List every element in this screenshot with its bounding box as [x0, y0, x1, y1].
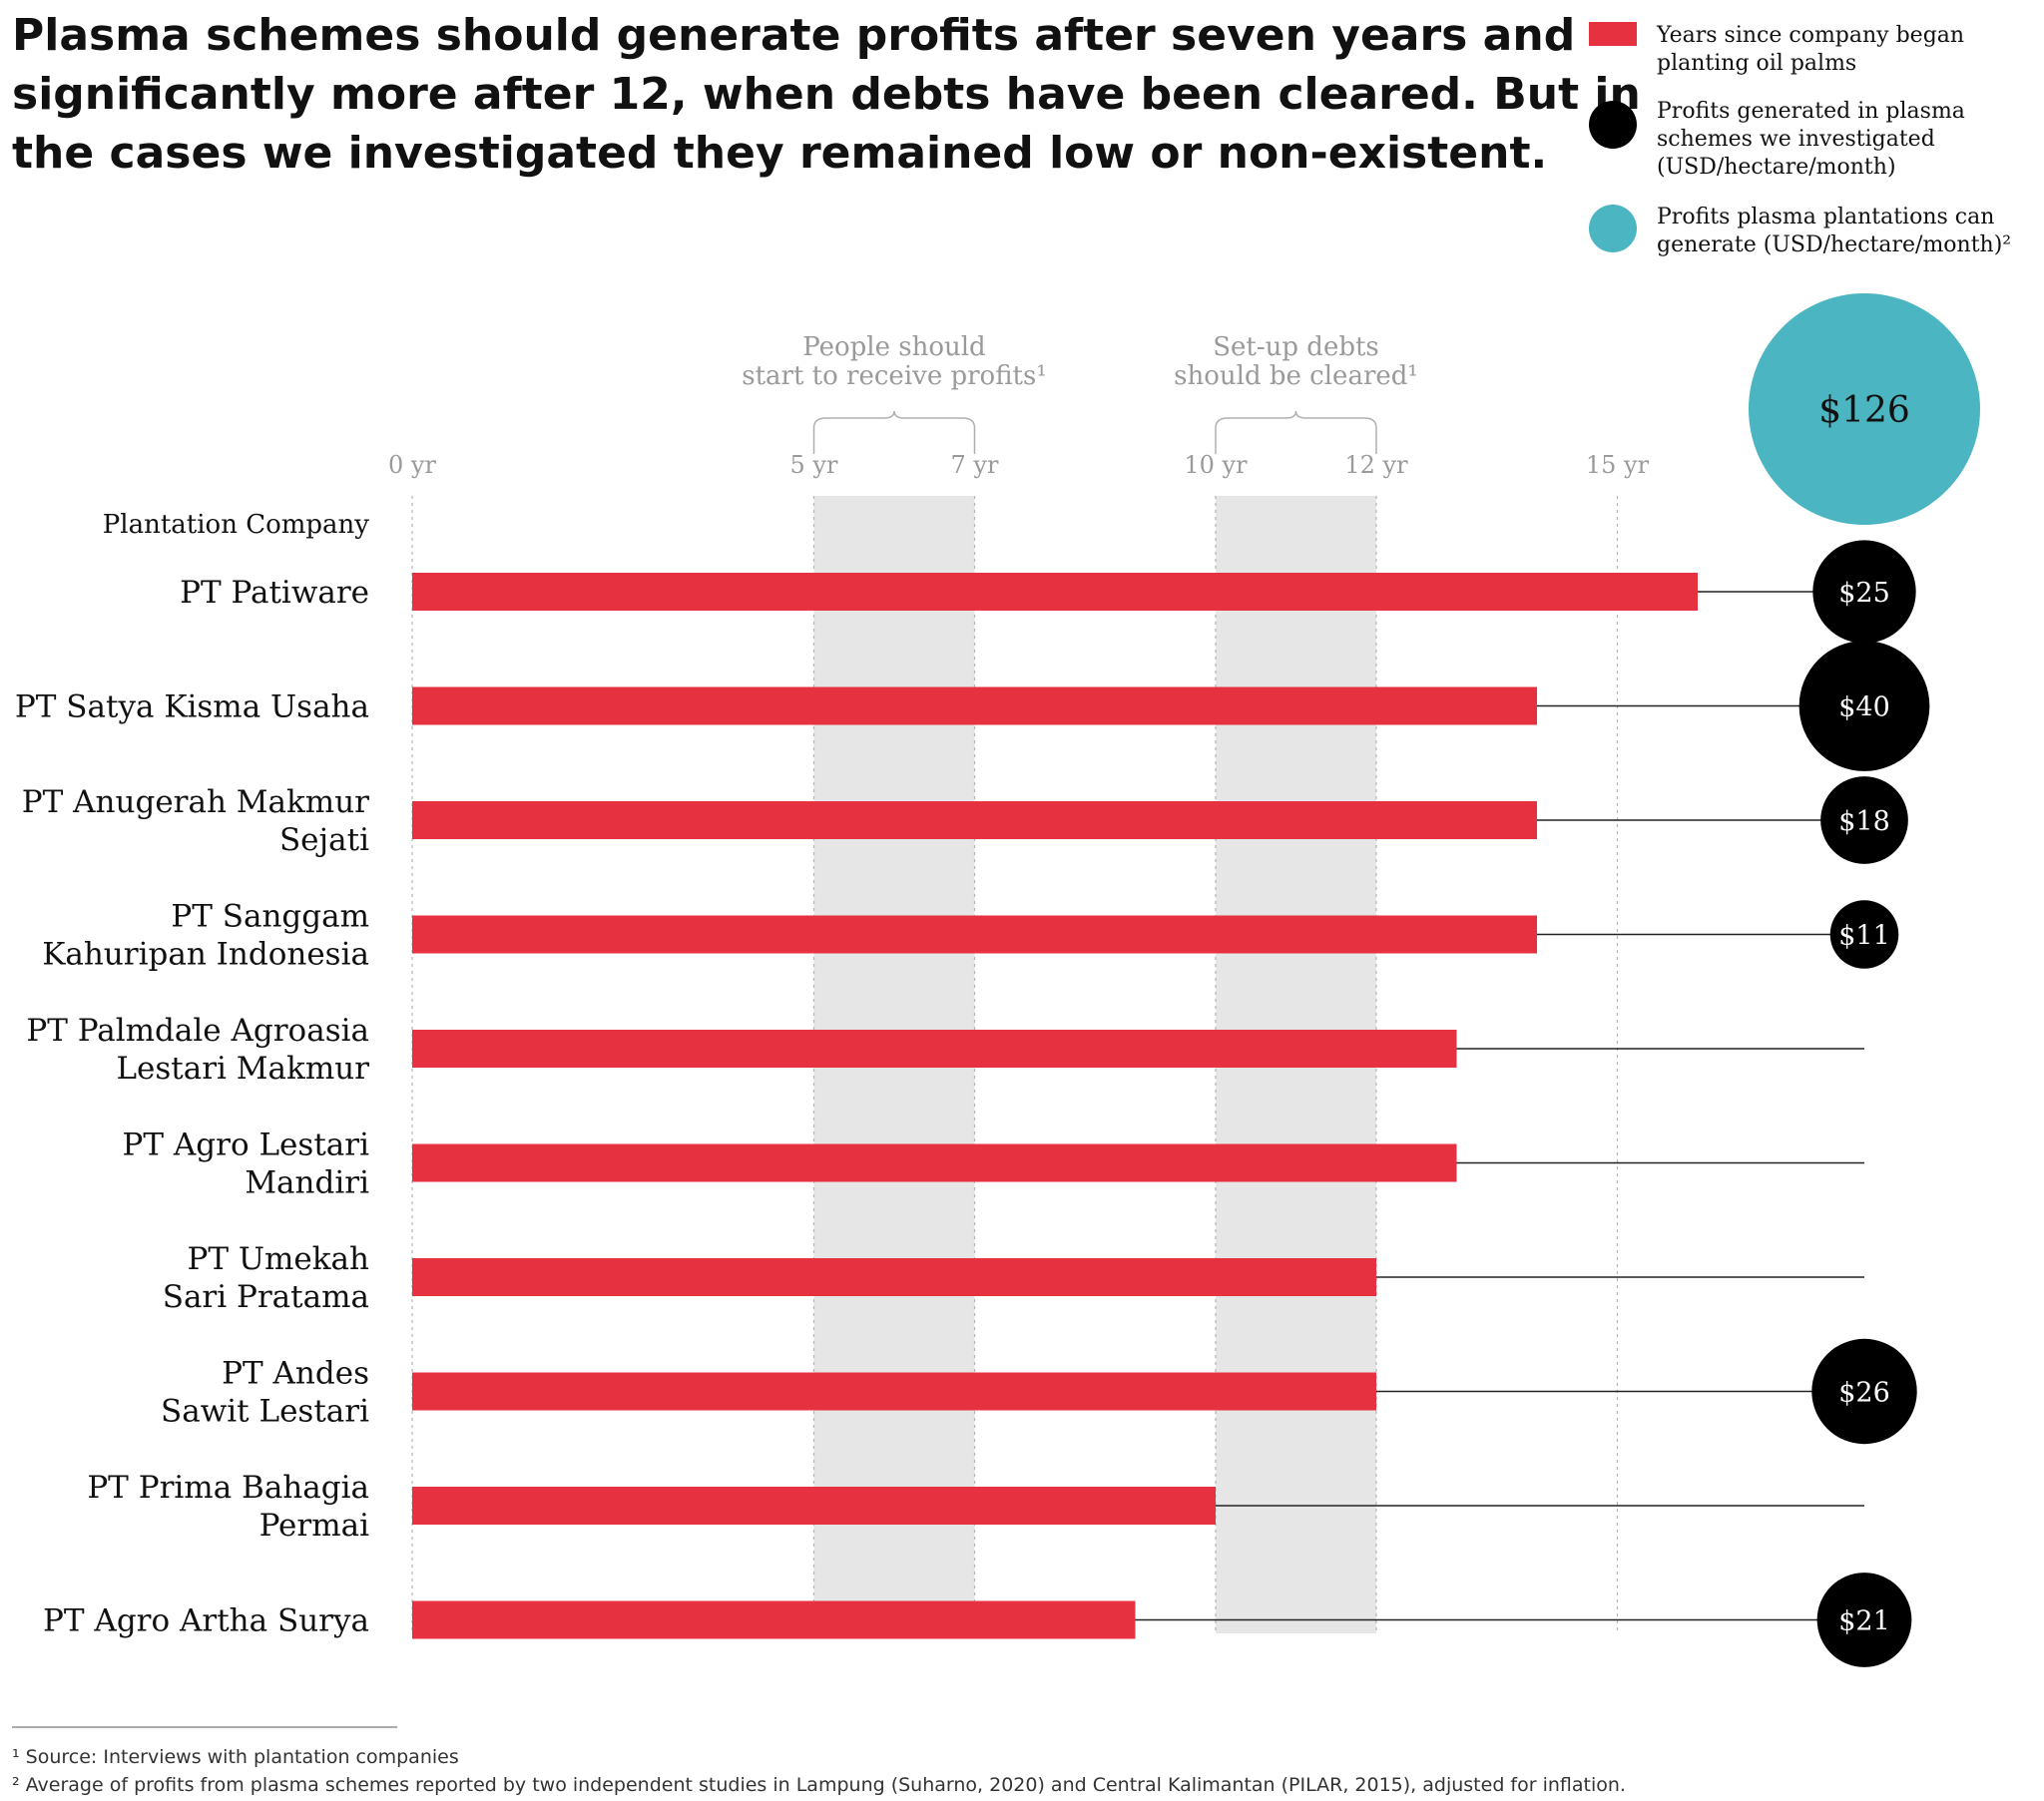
years-bar — [412, 1030, 1457, 1068]
profit-bubble — [1820, 776, 1908, 864]
band-annotations: People should start to receive profits¹ Se… — [742, 332, 1418, 454]
company-label: PT Sanggam Kahuripan Indonesia — [42, 899, 369, 973]
tick-label-7: 7 yr — [951, 451, 999, 479]
profit-bubble — [1812, 540, 1916, 644]
band-annotation-2: Set-up debts should be cleared¹ — [1174, 332, 1418, 391]
company-label: PT Palmdale Agroasia Lestari Makmur — [26, 1013, 369, 1087]
title-line-2: significantly more after 12, when debts … — [12, 69, 1641, 120]
profit-label: $26 — [1838, 1378, 1890, 1409]
profit-label: $25 — [1838, 578, 1890, 609]
title-line-1: Plasma schemes should generate profits a… — [12, 10, 1575, 61]
profit-bubble — [1811, 1338, 1917, 1445]
company-row: PT Patiware $25 — [180, 540, 1916, 644]
company-label: PT Prima Bahagia Permai — [87, 1470, 369, 1544]
tick-label-15: 15 yr — [1586, 451, 1650, 479]
tick-label-12: 12 yr — [1344, 451, 1408, 479]
company-row: PT Umekah Sari Pratama — [163, 1241, 1864, 1315]
title-line-3: the cases we investigated they remained … — [12, 128, 1547, 179]
legend-swatch-years — [1589, 22, 1637, 46]
years-bar — [412, 801, 1537, 839]
company-row: PT Satya Kisma Usaha $40 — [15, 641, 1930, 771]
legend-swatch-investigated — [1589, 101, 1637, 149]
company-row: PT Anugerah Makmur Sejati $18 — [22, 776, 1908, 864]
company-row: PT Prima Bahagia Permai — [87, 1470, 1864, 1544]
profit-label: $11 — [1838, 921, 1890, 952]
profit-label: $21 — [1838, 1606, 1890, 1637]
years-bar — [412, 1258, 1376, 1296]
company-label: PT Satya Kisma Usaha — [15, 689, 369, 725]
company-label: PT Andes Sawit Lestari — [161, 1356, 369, 1430]
company-label: PT Agro Artha Surya — [43, 1603, 369, 1639]
years-bar — [412, 1143, 1457, 1182]
legend: Years since company began planting oil p… — [1589, 22, 2011, 257]
years-bar — [412, 686, 1537, 725]
profit-bubble — [1798, 641, 1930, 771]
company-row: PT Sanggam Kahuripan Indonesia $11 — [42, 899, 1899, 973]
tick-label-0: 0 yr — [388, 451, 436, 479]
company-row: PT Palmdale Agroasia Lestari Makmur — [26, 1013, 1864, 1087]
legend-swatch-potential — [1589, 205, 1637, 252]
potential-profit-bubble — [1749, 293, 1980, 525]
company-row: PT Agro Artha Surya $21 — [43, 1573, 1912, 1667]
tick-label-5: 5 yr — [790, 451, 838, 479]
profit-label: $40 — [1838, 692, 1890, 723]
chart-title: Plasma schemes should generate profits a… — [12, 10, 1656, 179]
x-axis-ticks: 0 yr 5 yr 7 yr 10 yr 12 yr 15 yr — [388, 451, 1650, 479]
company-label: PT Patiware — [180, 575, 369, 611]
band-brace-1 — [812, 410, 976, 454]
legend-label-potential: Profits plasma plantations can generate … — [1657, 205, 2011, 257]
years-bar — [412, 1487, 1216, 1525]
company-label: PT Anugerah Makmur Sejati — [22, 784, 369, 858]
legend-label-years: Years since company began planting oil p… — [1656, 23, 1971, 76]
footnote-1: ¹ Source: Interviews with plantation com… — [12, 1746, 459, 1768]
company-label: PT Agro Lestari Mandiri — [123, 1127, 370, 1201]
years-bar — [412, 573, 1698, 611]
band-annotation-1: People should start to receive profits¹ — [742, 332, 1047, 391]
company-row: PT Agro Lestari Mandiri — [123, 1127, 1864, 1201]
years-bar — [412, 1600, 1136, 1639]
category-header: Plantation Company — [103, 510, 370, 540]
company-row: PT Andes Sawit Lestari $26 — [161, 1338, 1917, 1445]
profit-bubble — [1816, 1573, 1912, 1667]
years-bar — [412, 915, 1537, 954]
tick-label-10: 10 yr — [1184, 451, 1248, 479]
potential-profit: $126 — [1749, 293, 1980, 525]
potential-profit-label: $126 — [1818, 390, 1910, 431]
years-bar — [412, 1372, 1376, 1411]
footnote-2: ² Average of profits from plasma schemes… — [12, 1774, 1626, 1796]
profit-bubble — [1829, 900, 1899, 969]
band-brace-2 — [1215, 410, 1377, 454]
legend-label-investigated: Profits generated in plasma schemes we i… — [1657, 99, 1972, 180]
company-label: PT Umekah Sari Pratama — [163, 1241, 369, 1315]
profit-label: $18 — [1838, 806, 1890, 837]
